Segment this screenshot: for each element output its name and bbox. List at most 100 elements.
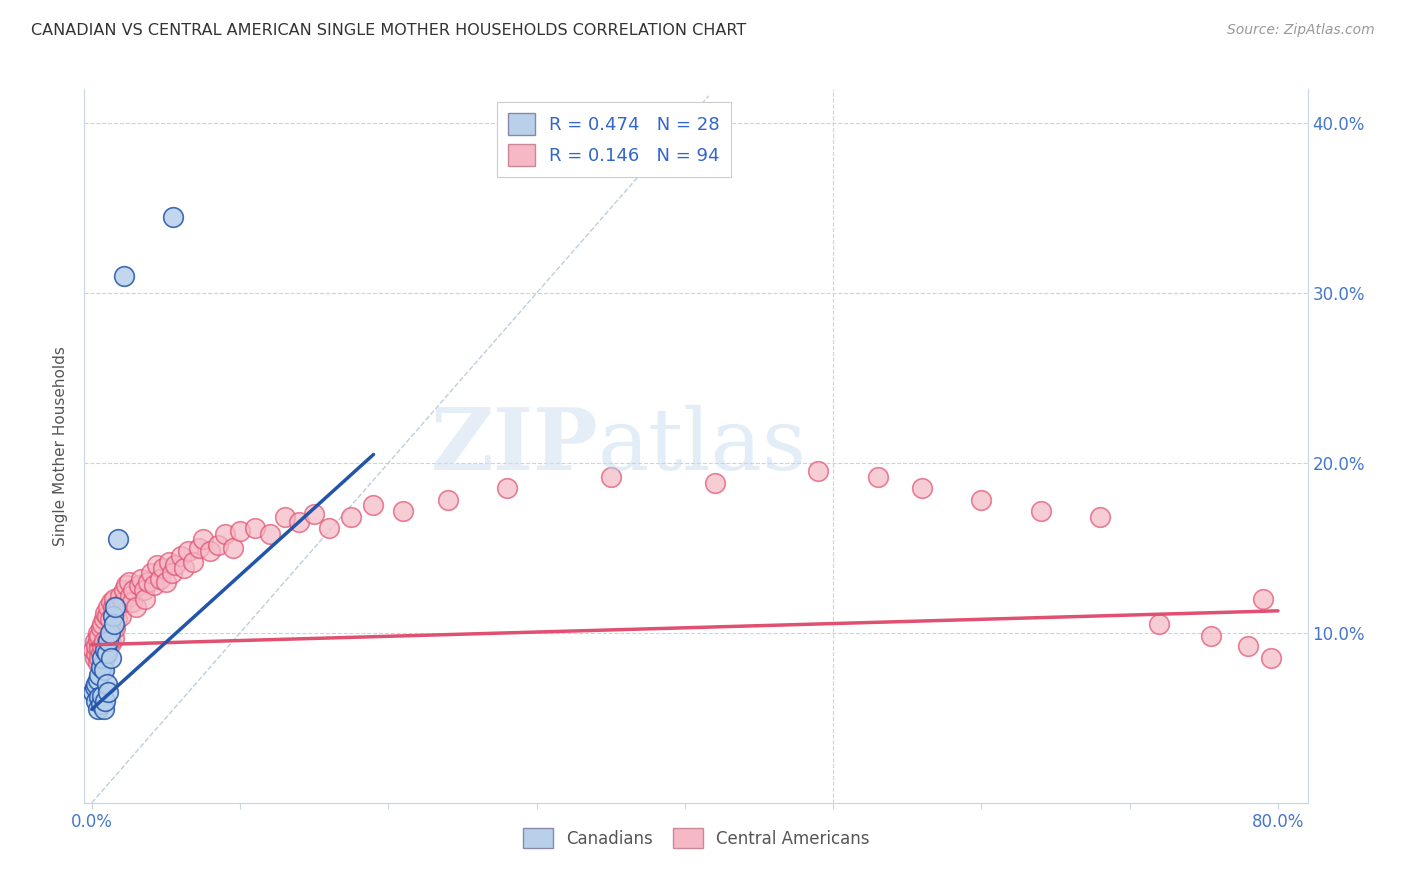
Legend: Canadians, Central Americans: Canadians, Central Americans [516, 822, 876, 855]
Point [149, 572, 172, 586]
Point [96, 677, 118, 691]
Point [100, 651, 122, 665]
Point [129, 572, 152, 586]
Point [436, 493, 458, 508]
Point [89, 668, 111, 682]
Point [177, 544, 200, 558]
Point [229, 524, 252, 538]
Point [1251, 591, 1274, 606]
Point [84, 646, 107, 660]
Point [93, 663, 115, 677]
Point [93, 634, 115, 648]
Point [89, 641, 111, 656]
Point [101, 623, 124, 637]
Text: atlas: atlas [598, 404, 807, 488]
Point [94, 643, 117, 657]
Point [96, 634, 118, 648]
Point [911, 482, 934, 496]
Point [221, 541, 243, 555]
Point [132, 583, 155, 598]
Point [101, 600, 124, 615]
Point [163, 558, 186, 572]
Point [118, 574, 141, 589]
Point [103, 617, 125, 632]
Point [107, 533, 129, 547]
Point [139, 566, 162, 581]
Point [181, 555, 204, 569]
Point [318, 520, 340, 534]
Point [134, 591, 156, 606]
Point [599, 469, 621, 483]
Point [83, 651, 105, 665]
Text: Source: ZipAtlas.com: Source: ZipAtlas.com [1227, 23, 1375, 37]
Point [103, 591, 125, 606]
Point [273, 510, 295, 524]
Point [112, 583, 135, 598]
Point [125, 600, 148, 615]
Point [94, 694, 117, 708]
Point [703, 476, 725, 491]
Point [90, 698, 112, 712]
Point [302, 507, 325, 521]
Point [100, 595, 122, 609]
Point [105, 612, 128, 626]
Point [104, 600, 127, 615]
Point [98, 626, 121, 640]
Point [91, 651, 114, 665]
Point [122, 583, 145, 598]
Point [1237, 640, 1260, 654]
Point [136, 574, 159, 589]
Point [86, 673, 108, 688]
Point [86, 657, 108, 671]
Point [243, 520, 266, 534]
Point [103, 631, 125, 645]
Point [91, 617, 114, 632]
Point [94, 651, 117, 665]
Point [97, 641, 120, 656]
Point [1029, 503, 1052, 517]
Point [93, 702, 115, 716]
Point [91, 663, 114, 677]
Point [111, 595, 134, 609]
Point [157, 555, 180, 569]
Point [90, 660, 112, 674]
Point [121, 595, 143, 609]
Y-axis label: Single Mother Households: Single Mother Households [53, 346, 69, 546]
Point [115, 578, 138, 592]
Point [91, 640, 114, 654]
Point [200, 544, 222, 558]
Point [83, 634, 105, 648]
Point [94, 606, 117, 620]
Point [207, 537, 229, 551]
Point [970, 493, 993, 508]
Point [90, 621, 112, 635]
Point [807, 465, 830, 479]
Point [97, 634, 120, 648]
Point [104, 621, 127, 635]
Point [86, 626, 108, 640]
Point [112, 269, 135, 284]
Point [86, 632, 108, 647]
Point [1199, 629, 1222, 643]
Point [96, 608, 118, 623]
Point [86, 702, 108, 716]
Point [128, 578, 150, 592]
Point [170, 549, 193, 564]
Point [340, 510, 363, 524]
Point [89, 629, 111, 643]
Point [866, 469, 889, 483]
Point [89, 690, 111, 705]
Point [90, 646, 112, 660]
Text: CANADIAN VS CENTRAL AMERICAN SINGLE MOTHER HOUSEHOLDS CORRELATION CHART: CANADIAN VS CENTRAL AMERICAN SINGLE MOTH… [31, 23, 747, 38]
Point [98, 612, 121, 626]
Point [93, 612, 115, 626]
Point [162, 210, 184, 224]
Point [214, 527, 236, 541]
Point [143, 578, 166, 592]
Point [84, 694, 107, 708]
Point [108, 589, 131, 603]
Point [1088, 510, 1111, 524]
Point [155, 574, 177, 589]
Point [98, 629, 121, 643]
Point [152, 561, 174, 575]
